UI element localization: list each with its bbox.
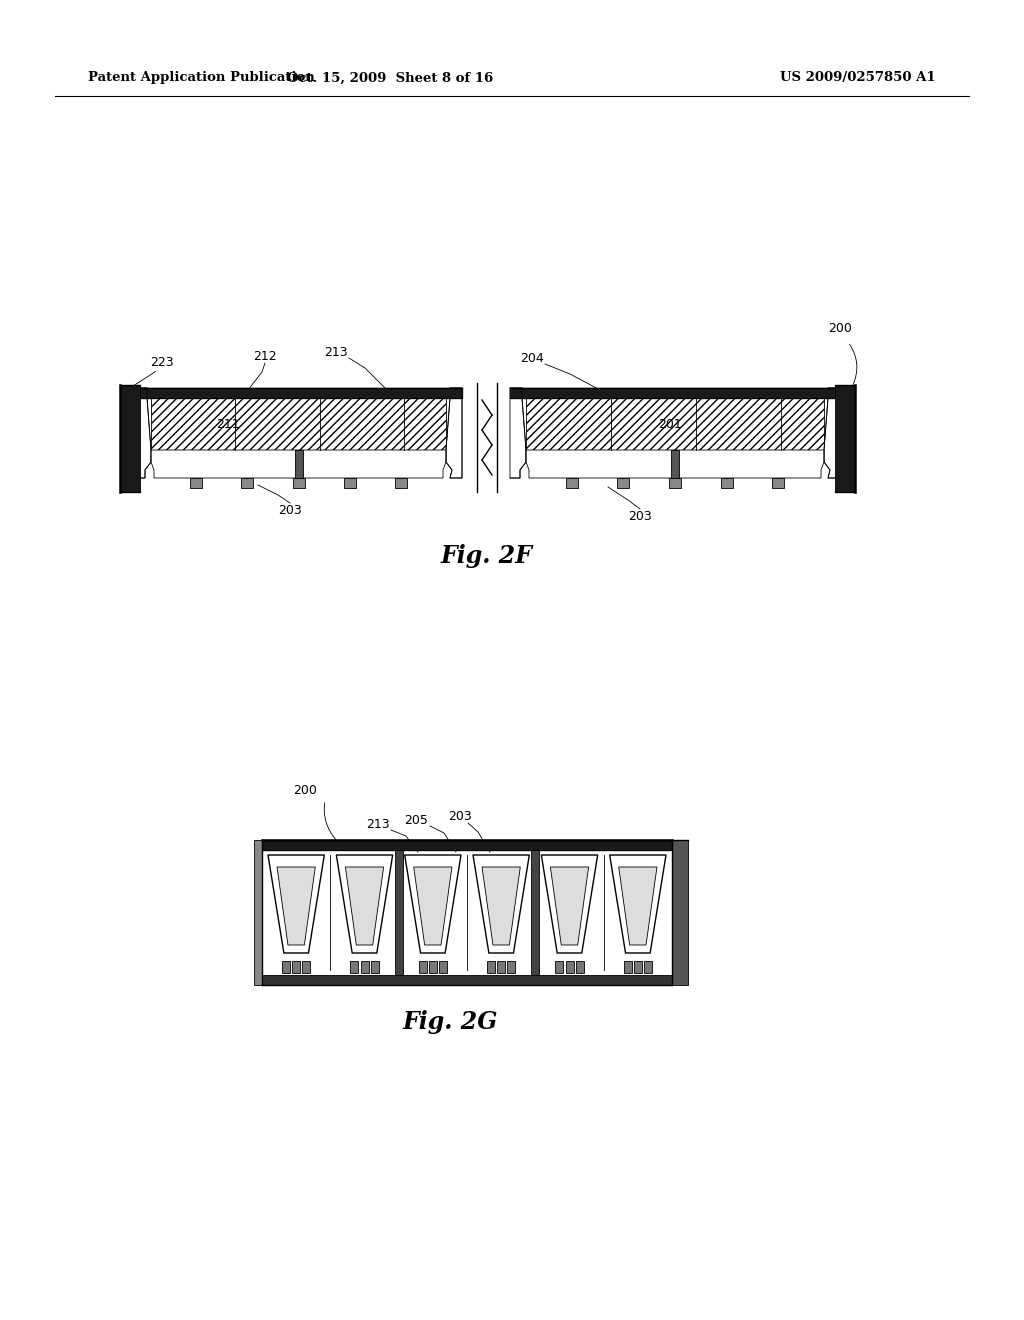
Polygon shape [394,850,402,975]
Polygon shape [555,961,563,973]
Polygon shape [429,961,437,973]
Polygon shape [278,867,315,945]
Text: Fig. 2G: Fig. 2G [402,1010,498,1034]
Text: Patent Application Publication: Patent Application Publication [88,71,314,84]
Polygon shape [531,850,540,975]
Polygon shape [135,388,151,478]
Polygon shape [510,388,526,478]
Polygon shape [542,855,598,953]
Text: 200: 200 [828,322,852,334]
Text: 223: 223 [151,355,174,368]
Text: 213: 213 [325,346,348,359]
Polygon shape [446,388,462,478]
Polygon shape [671,450,679,478]
Text: 211: 211 [216,418,240,432]
Bar [293,478,304,488]
Polygon shape [487,961,495,973]
Text: Fig. 2F: Fig. 2F [441,544,534,568]
Polygon shape [360,961,369,973]
Polygon shape [508,961,515,973]
Polygon shape [282,961,290,973]
Polygon shape [295,450,302,478]
Text: 205: 205 [404,813,428,826]
Text: 203: 203 [628,510,652,523]
Polygon shape [624,961,632,973]
Polygon shape [510,388,840,399]
Polygon shape [268,855,325,953]
Polygon shape [835,385,855,492]
Bar [344,478,355,488]
Polygon shape [414,867,452,945]
Polygon shape [526,450,824,478]
Polygon shape [482,867,520,945]
Bar [151,399,446,450]
Polygon shape [135,388,462,399]
Text: 203: 203 [279,503,302,516]
Polygon shape [550,867,589,945]
Polygon shape [439,961,447,973]
Polygon shape [302,961,310,973]
Polygon shape [609,855,666,953]
Bar [617,478,630,488]
Polygon shape [473,855,529,953]
Text: 212: 212 [253,350,276,363]
Bar [565,478,578,488]
Polygon shape [565,961,573,973]
Polygon shape [575,961,584,973]
Bar [395,478,407,488]
Polygon shape [350,961,358,973]
Polygon shape [262,975,672,985]
Text: 204: 204 [520,351,544,364]
Polygon shape [371,961,379,973]
Polygon shape [498,961,505,973]
Bar [242,478,253,488]
Polygon shape [292,961,300,973]
Bar [772,478,784,488]
Polygon shape [824,388,840,478]
Bar [669,478,681,488]
Polygon shape [618,867,657,945]
Text: US 2009/0257850 A1: US 2009/0257850 A1 [780,71,936,84]
Text: 203: 203 [449,810,472,824]
Polygon shape [345,867,384,945]
Text: 201: 201 [658,418,682,432]
Text: 200: 200 [293,784,317,796]
Polygon shape [262,840,672,850]
Text: 213: 213 [367,817,390,830]
Polygon shape [336,855,392,953]
Polygon shape [404,855,461,953]
Polygon shape [672,840,688,985]
Bar [190,478,202,488]
Polygon shape [151,450,446,478]
Polygon shape [120,385,140,492]
Bar [526,399,824,450]
Polygon shape [254,840,262,985]
Polygon shape [419,961,427,973]
Bar [721,478,732,488]
Polygon shape [644,961,652,973]
Polygon shape [634,961,642,973]
Text: Oct. 15, 2009  Sheet 8 of 16: Oct. 15, 2009 Sheet 8 of 16 [287,71,494,84]
